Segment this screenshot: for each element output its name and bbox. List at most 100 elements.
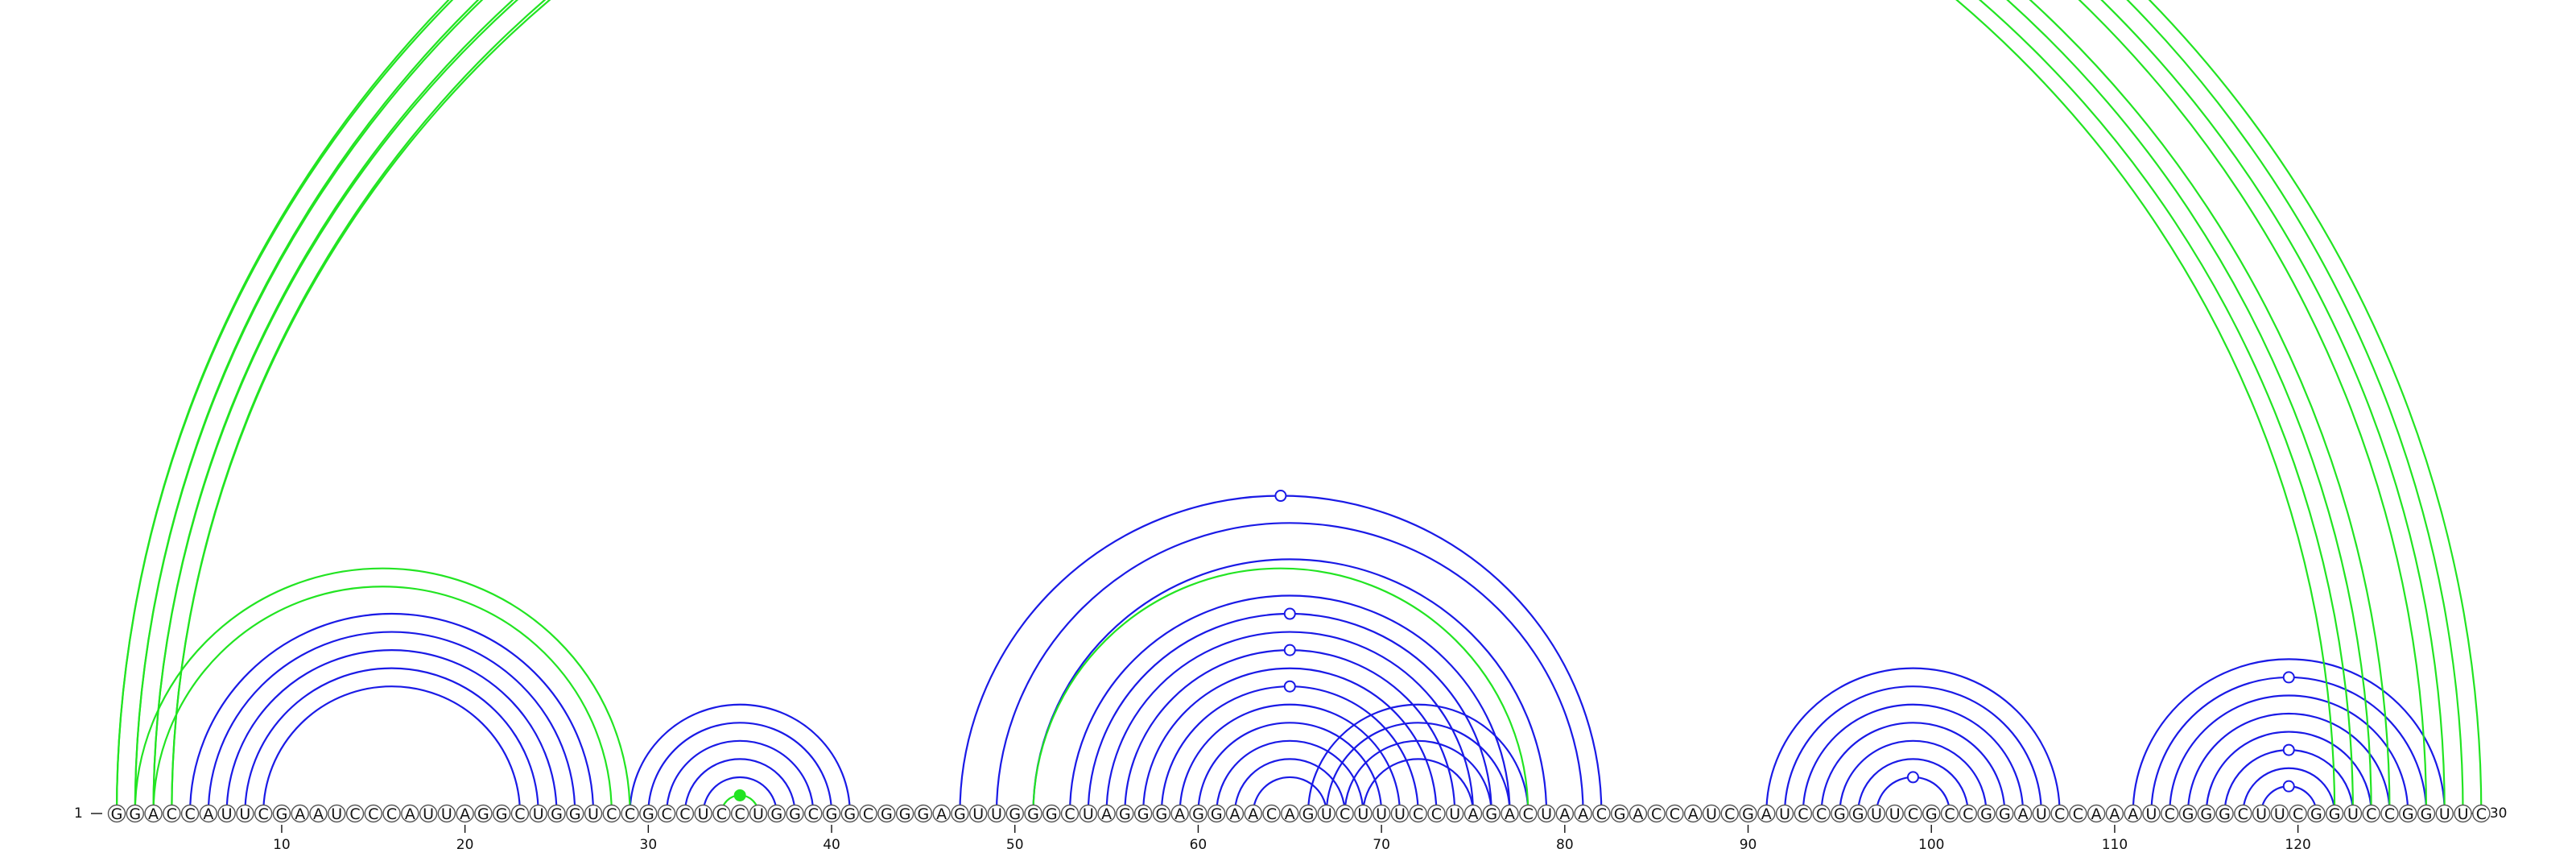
nucleotide-circle — [1152, 804, 1171, 823]
nucleotide-circle — [1446, 804, 1464, 823]
nucleotide-circle — [1629, 804, 1648, 823]
green-arc — [1032, 567, 1530, 814]
nucleotide-circle — [1225, 804, 1245, 823]
nucleotide-circle — [804, 804, 823, 823]
nucleotide: U — [968, 804, 988, 823]
nucleotide-circle — [328, 804, 346, 823]
nucleotide: U — [694, 804, 712, 823]
nucleotide-letter: U — [2439, 805, 2450, 823]
nucleotide-circle — [180, 804, 200, 823]
nucleotide-circle — [895, 804, 914, 823]
nucleotide-letter: G — [1834, 805, 1846, 823]
nucleotide-circle — [1463, 804, 1483, 823]
nucleotide-circle — [1024, 804, 1042, 823]
nucleotide-letter: U — [331, 805, 342, 823]
nucleotide-circle — [2105, 804, 2124, 823]
nucleotide-circle — [199, 804, 218, 823]
nucleotide-letter: G — [770, 805, 782, 823]
nucleotide-letter: C — [808, 805, 819, 823]
nucleotide-circle — [2234, 804, 2252, 823]
nucleotide-letter: G — [2402, 805, 2414, 823]
nucleotide-letter: C — [1413, 805, 1423, 823]
tick-label: 60 — [1190, 837, 1208, 853]
nucleotide-letter: U — [2458, 805, 2469, 823]
nucleotide: U — [584, 804, 603, 823]
blue-arc — [683, 758, 796, 814]
tick-label: 30 — [640, 837, 658, 853]
nucleotide: G — [951, 804, 969, 823]
nucleotide-letter: A — [936, 805, 947, 823]
nucleotide: U — [419, 804, 438, 823]
nucleotide-circle — [968, 804, 988, 823]
nucleotide: G — [2325, 804, 2344, 823]
nucleotide: G — [126, 804, 144, 823]
nucleotide-circle — [859, 804, 877, 823]
nucleotide: U — [2142, 804, 2161, 823]
nucleotide-letter: G — [1614, 805, 1626, 823]
nucleotide: C — [1940, 804, 1959, 823]
nucleotide-circle — [492, 804, 511, 823]
nucleotide-circle — [1097, 804, 1116, 823]
nucleotide: A — [199, 804, 218, 823]
nucleotide: G — [822, 804, 841, 823]
nucleotide-circle — [584, 804, 603, 823]
nucleotide-circle — [951, 804, 969, 823]
nucleotide-letter: U — [423, 805, 434, 823]
nucleotide-letter: U — [753, 805, 764, 823]
nucleotide: G — [547, 804, 566, 823]
nucleotide-letter: C — [2238, 805, 2248, 823]
nucleotide-circle — [1207, 804, 1226, 823]
nucleotide-circle — [621, 804, 639, 823]
nucleotide: G — [2178, 804, 2198, 823]
nucleotide: C — [657, 804, 676, 823]
nucleotide-circle — [2124, 804, 2142, 823]
nucleotide-circle — [2215, 804, 2234, 823]
nucleotide-circle — [2472, 804, 2491, 823]
nucleotide-letter: G — [2200, 805, 2212, 823]
nucleotide: C — [1904, 804, 1922, 823]
nucleotide: G — [786, 804, 804, 823]
nucleotide: G — [272, 804, 291, 823]
tick-label: 70 — [1373, 837, 1390, 853]
nucleotide-circle — [1739, 804, 1757, 823]
nucleotide-circle — [1555, 804, 1575, 823]
nucleotide: C — [712, 804, 731, 823]
nucleotide-circle — [1079, 804, 1098, 823]
nucleotide-letter: G — [2219, 805, 2231, 823]
nucleotide-letter: C — [2165, 805, 2175, 823]
nucleotide-circle — [529, 804, 547, 823]
nucleotide-letter: A — [1578, 805, 1588, 823]
nucleotide: C — [1666, 804, 1684, 823]
nucleotide: C — [345, 804, 365, 823]
nucleotide: G — [1133, 804, 1153, 823]
nucleotide-circle — [1867, 804, 1886, 823]
blue-arc — [1124, 649, 1456, 814]
nucleotide: A — [2124, 804, 2142, 823]
nucleotide: U — [2435, 804, 2454, 823]
nucleotide: A — [1463, 804, 1483, 823]
tick-label: 110 — [2102, 837, 2128, 853]
nucleotide-circle — [1592, 804, 1611, 823]
arc-markers — [733, 490, 2295, 801]
arcs-layer — [117, 0, 2481, 814]
nucleotide: C — [2161, 804, 2179, 823]
nucleotide-circle — [767, 804, 786, 823]
nucleotide-circle — [1262, 804, 1281, 823]
nucleotide-circle — [1501, 804, 1519, 823]
nucleotide: G — [566, 804, 584, 823]
nucleotide-letter: G — [1852, 805, 1864, 823]
nucleotide: C — [2234, 804, 2252, 823]
nucleotide-letter: G — [918, 805, 930, 823]
nucleotide-circle — [1005, 804, 1024, 823]
nucleotide-letter: C — [1266, 805, 1277, 823]
nucleotide: C — [1720, 804, 1739, 823]
nucleotide-letter: C — [258, 805, 269, 823]
nucleotide: A — [1629, 804, 1648, 823]
nucleotide-circle — [2325, 804, 2344, 823]
blue-arc — [1344, 739, 1492, 814]
nucleotide-letter: G — [1156, 805, 1168, 823]
blue-arc — [1783, 685, 2042, 814]
nucleotide-letter: G — [1211, 805, 1223, 823]
nucleotide-letter: A — [1174, 805, 1185, 823]
nucleotide-letter: A — [1633, 805, 1643, 823]
